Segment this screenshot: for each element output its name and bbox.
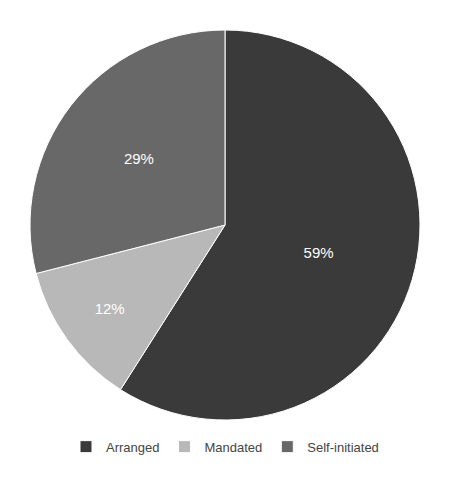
svg-text:59%: 59% [304, 244, 334, 261]
svg-text:29%: 29% [124, 150, 154, 167]
svg-text:Self-initiated: Self-initiated [307, 440, 379, 455]
svg-text:12%: 12% [95, 300, 125, 317]
svg-text:Mandated: Mandated [204, 440, 262, 455]
svg-text:Arranged: Arranged [106, 440, 159, 455]
